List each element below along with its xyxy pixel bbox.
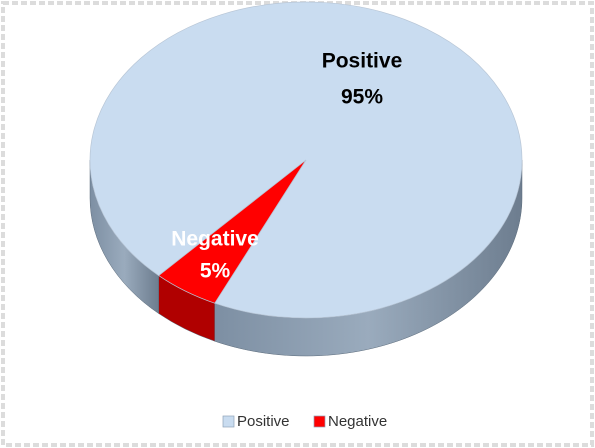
slice-value-label: 5%: [200, 260, 231, 283]
slice-value-label: 95%: [341, 86, 383, 109]
legend-swatch: [313, 415, 326, 428]
legend-swatch: [222, 415, 235, 428]
slice-label: Negative: [171, 228, 259, 251]
legend-label: Negative: [328, 413, 387, 430]
legend-label: Positive: [237, 413, 290, 430]
slice-label: Positive: [322, 50, 403, 73]
pie-slice: [158, 159, 307, 304]
